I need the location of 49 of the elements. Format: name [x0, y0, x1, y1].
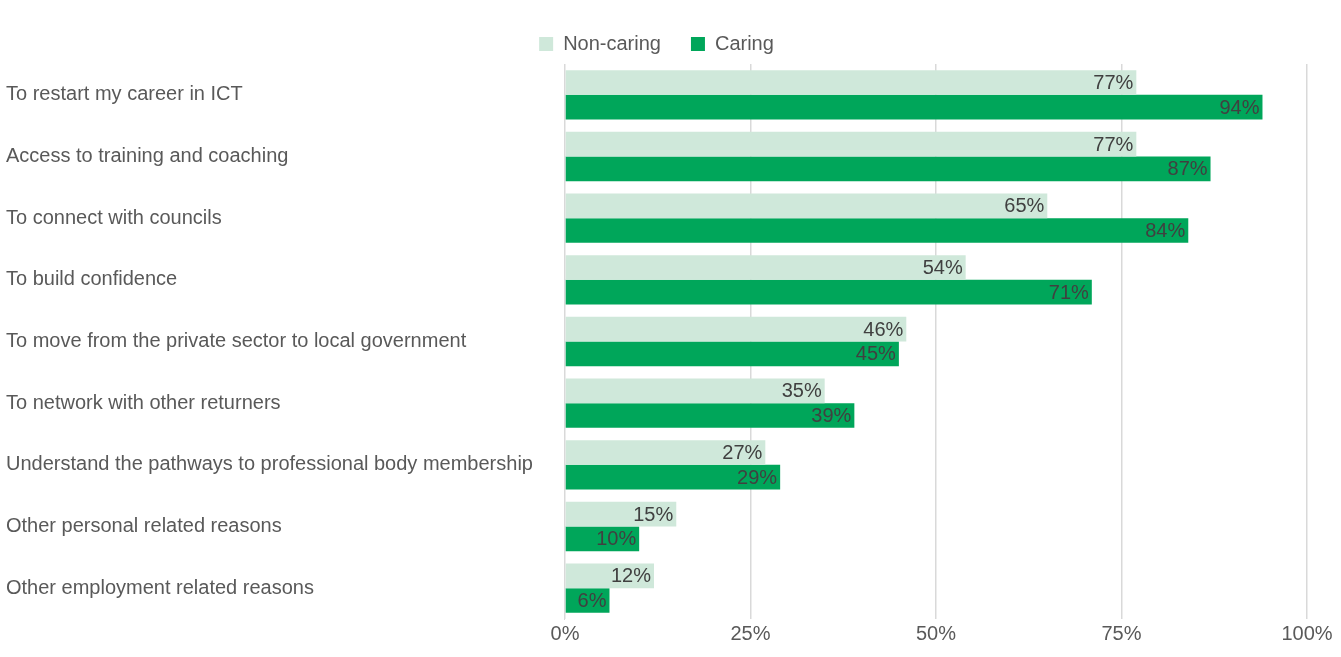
y-tick-label: Access to training and coaching — [6, 144, 289, 167]
bar — [565, 341, 899, 367]
y-tick-label: Other personal related reasons — [6, 514, 282, 537]
data-label: 65% — [1004, 194, 1045, 217]
x-tick-label: 100% — [1281, 621, 1333, 644]
data-label: 77% — [1093, 132, 1134, 155]
y-tick-label: To build confidence — [6, 267, 178, 290]
bar — [565, 218, 1189, 243]
x-tick-label: 0% — [550, 621, 580, 644]
legend-label: Caring — [714, 31, 774, 54]
data-label: 6% — [577, 589, 607, 612]
bar — [565, 403, 855, 428]
y-tick-label: To restart my career in ICT — [6, 82, 243, 105]
data-label: 94% — [1219, 95, 1260, 118]
bar — [565, 94, 1263, 120]
x-tick-label: 50% — [915, 621, 957, 644]
legend-label: Non-caring — [563, 31, 661, 54]
bar — [565, 70, 1137, 95]
data-label: 39% — [811, 404, 852, 427]
y-tick-label: Other employment related reasons — [6, 575, 314, 598]
bar — [565, 501, 677, 527]
data-label: 46% — [863, 317, 904, 340]
bar — [565, 440, 766, 465]
bar — [565, 131, 1137, 157]
data-label: 10% — [596, 527, 637, 550]
bar — [565, 279, 1092, 305]
data-label: 35% — [781, 379, 822, 402]
x-tick-label: 75% — [1101, 621, 1142, 644]
y-tick-label: Understand the pathways to professional body membership — [6, 452, 533, 475]
data-label: 27% — [722, 441, 763, 464]
bar — [565, 378, 825, 404]
bar — [565, 316, 907, 342]
data-label: 54% — [922, 256, 963, 279]
data-label: 12% — [610, 564, 652, 587]
bar — [565, 193, 1048, 219]
y-tick-label: To connect with councils — [6, 205, 222, 228]
data-label: 77% — [1093, 71, 1134, 94]
data-label: 15% — [633, 502, 674, 525]
data-label: 71% — [1048, 280, 1090, 303]
data-label: 84% — [1145, 219, 1186, 242]
data-label: 29% — [737, 465, 778, 488]
bar — [565, 464, 781, 490]
data-label: 45% — [855, 342, 897, 365]
bar — [565, 156, 1211, 182]
x-tick-label: 25% — [730, 621, 771, 644]
bar — [565, 255, 966, 280]
y-tick-label: To network with other returners — [6, 390, 281, 413]
data-label: 87% — [1167, 157, 1208, 180]
y-tick-label: To move from the private sector to local government — [6, 329, 467, 352]
